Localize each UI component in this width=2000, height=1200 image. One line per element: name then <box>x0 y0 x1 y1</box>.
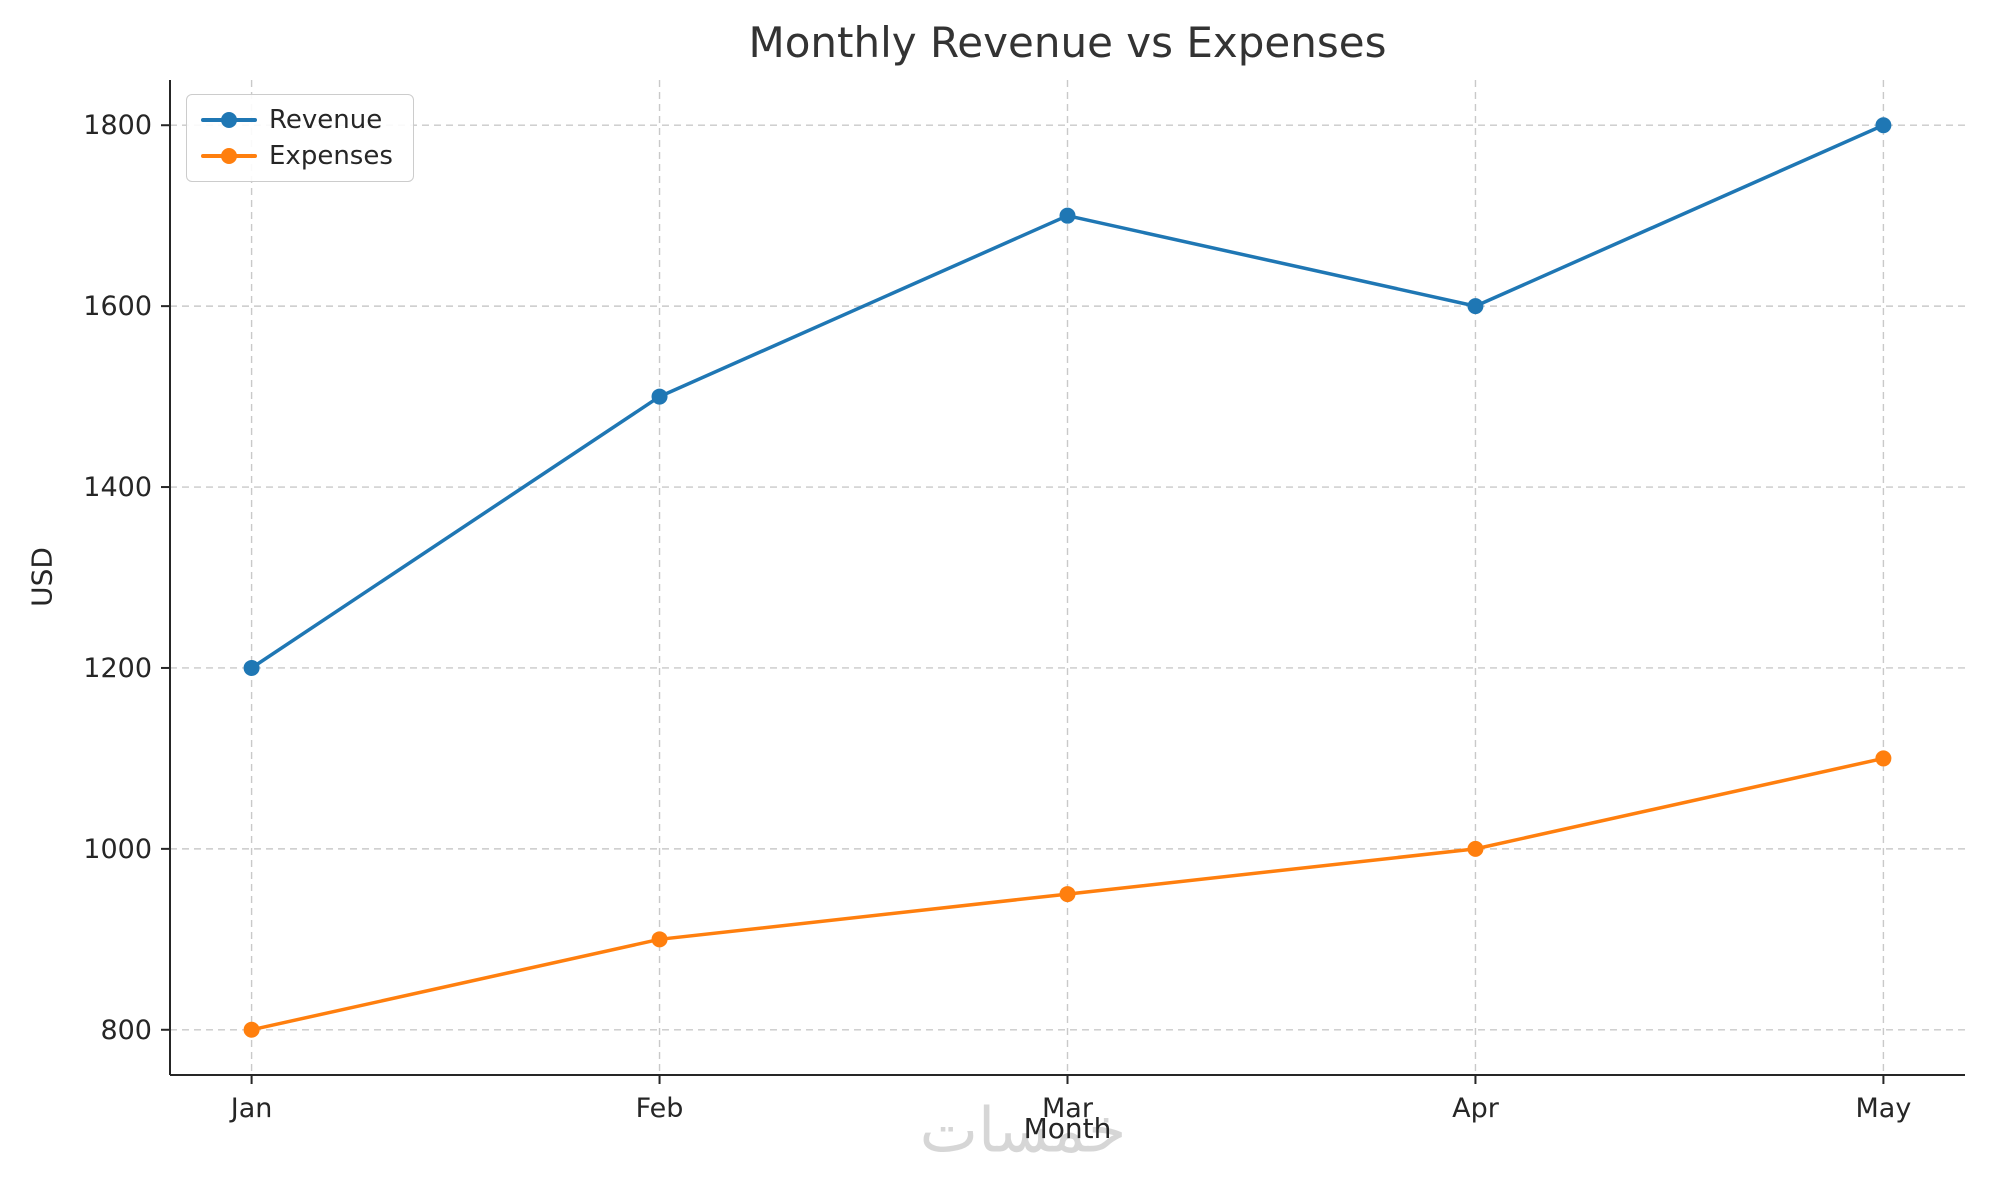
y-tick-label: 1200 <box>83 653 152 684</box>
y-tick-label: 800 <box>100 1015 152 1046</box>
y-tick-label: 1600 <box>83 291 152 322</box>
y-tick-label: 1000 <box>83 834 152 865</box>
x-tick-label: Feb <box>636 1093 684 1124</box>
data-point-revenue <box>1875 117 1892 134</box>
x-axis-label: Month <box>1023 1112 1112 1145</box>
legend-item-revenue: Revenue <box>201 107 393 133</box>
data-point-expenses <box>651 931 668 948</box>
x-tick-label: May <box>1855 1093 1911 1124</box>
y-tick-label: 1800 <box>83 110 152 141</box>
data-point-expenses <box>1875 750 1892 767</box>
legend-line-marker-expenses <box>201 147 257 165</box>
chart-title: Monthly Revenue vs Expenses <box>748 18 1387 67</box>
data-point-expenses <box>243 1021 260 1038</box>
x-tick-label: Mar <box>1042 1093 1094 1124</box>
y-axis-label: USD <box>25 547 59 607</box>
watermark: خمسات <box>919 1093 1127 1167</box>
x-tick-label: Apr <box>1452 1093 1500 1124</box>
x-tick-label: Jan <box>229 1093 273 1124</box>
data-point-expenses <box>1467 840 1484 857</box>
y-tick-label: 1400 <box>83 472 152 503</box>
data-point-expenses <box>1059 886 1076 903</box>
legend-item-expenses: Expenses <box>201 143 393 169</box>
legend-label-expenses: Expenses <box>269 141 393 171</box>
data-point-revenue <box>651 388 668 405</box>
data-point-revenue <box>1467 298 1484 315</box>
legend-label-revenue: Revenue <box>269 105 383 135</box>
legend: Revenue Expenses <box>186 94 414 182</box>
legend-marker-icon <box>221 148 237 164</box>
legend-marker-icon <box>221 112 237 128</box>
data-point-revenue <box>1059 207 1076 224</box>
legend-line-marker-revenue <box>201 111 257 129</box>
data-point-revenue <box>243 659 260 676</box>
